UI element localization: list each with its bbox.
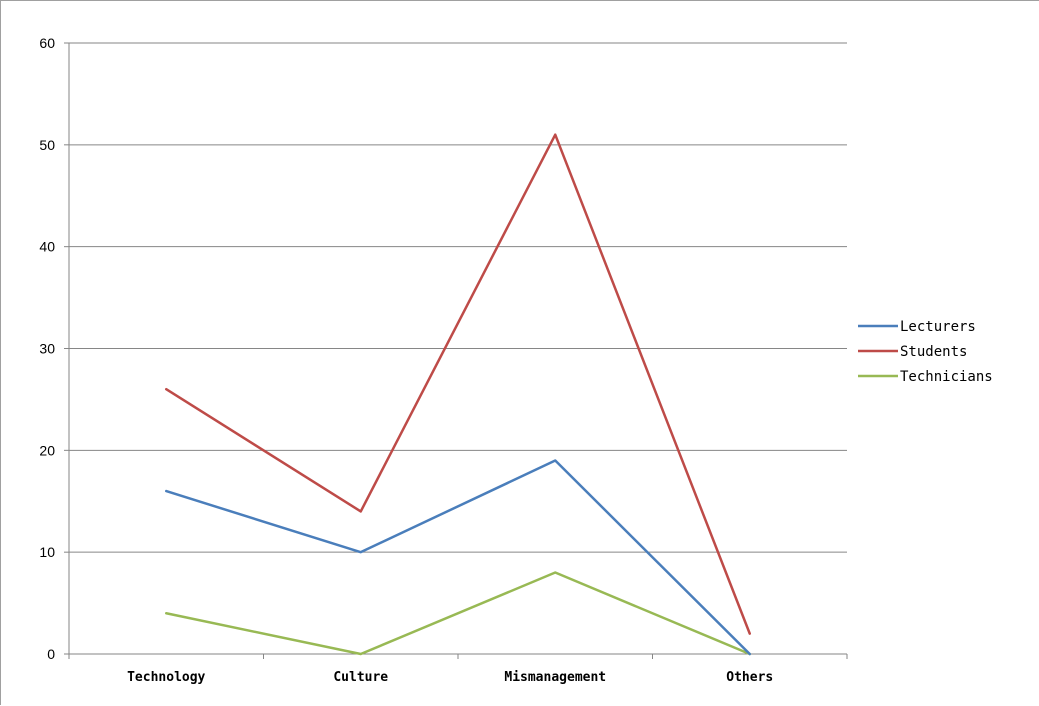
x-category-label-mismanagement: Mismanagement [504,670,606,685]
y-tick-label-40: 40 [39,239,55,255]
legend-label-technicians: Technicians [900,369,993,385]
x-axis-category-labels: Technology Culture Mismanagement Others [127,670,773,685]
series-line-students [166,135,750,634]
x-category-label-technology: Technology [127,670,205,685]
y-tick-label-50: 50 [39,137,55,153]
series-line-lecturers [166,461,750,654]
y-tick-label-0: 0 [47,646,55,662]
legend: Lecturers Students Technicians [858,319,993,385]
gridlines [69,43,847,552]
x-category-label-culture: Culture [333,670,388,685]
series-line-technicians [166,573,750,654]
series-lines [166,135,750,655]
legend-label-students: Students [900,344,967,360]
y-axis-tick-labels: 0 10 20 30 40 50 60 [39,35,55,662]
y-tick-label-60: 60 [39,35,55,51]
y-tick-label-10: 10 [39,544,55,560]
y-tick-label-20: 20 [39,442,55,458]
y-tick-label-30: 30 [39,341,55,357]
x-category-label-others: Others [726,670,773,685]
axes [64,43,847,659]
legend-label-lecturers: Lecturers [900,319,976,335]
